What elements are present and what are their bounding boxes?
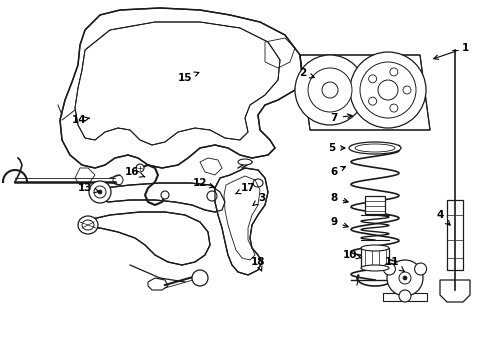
Text: 7: 7 bbox=[330, 113, 352, 123]
Text: 2: 2 bbox=[299, 68, 314, 78]
Text: 16: 16 bbox=[125, 167, 145, 177]
Ellipse shape bbox=[253, 179, 263, 187]
Text: 15: 15 bbox=[178, 72, 199, 83]
Text: 13: 13 bbox=[78, 183, 99, 193]
Circle shape bbox=[378, 80, 398, 100]
Ellipse shape bbox=[238, 159, 252, 165]
Circle shape bbox=[322, 82, 338, 98]
Text: 12: 12 bbox=[193, 178, 214, 188]
Text: 10: 10 bbox=[343, 250, 361, 260]
Polygon shape bbox=[440, 280, 470, 302]
Circle shape bbox=[399, 272, 411, 284]
Bar bbox=[365, 196, 385, 214]
Circle shape bbox=[161, 191, 169, 199]
Circle shape bbox=[383, 263, 395, 275]
Text: 9: 9 bbox=[330, 217, 348, 228]
Circle shape bbox=[136, 164, 144, 172]
Text: 6: 6 bbox=[330, 167, 345, 177]
Ellipse shape bbox=[361, 265, 389, 271]
Circle shape bbox=[390, 104, 398, 112]
Circle shape bbox=[360, 62, 416, 118]
Text: 11: 11 bbox=[385, 257, 404, 271]
Circle shape bbox=[403, 276, 407, 280]
Polygon shape bbox=[60, 8, 302, 168]
Ellipse shape bbox=[349, 142, 401, 154]
Bar bbox=[447, 200, 463, 270]
Circle shape bbox=[350, 52, 426, 128]
Ellipse shape bbox=[361, 245, 389, 251]
Circle shape bbox=[368, 75, 377, 83]
Circle shape bbox=[403, 86, 411, 94]
Bar bbox=[383, 293, 427, 301]
Circle shape bbox=[387, 260, 423, 296]
Circle shape bbox=[89, 181, 111, 203]
Text: 4: 4 bbox=[436, 210, 450, 225]
Text: 3: 3 bbox=[253, 193, 266, 206]
Circle shape bbox=[192, 270, 208, 286]
Circle shape bbox=[368, 97, 377, 105]
Text: 14: 14 bbox=[72, 115, 89, 125]
Ellipse shape bbox=[78, 216, 98, 234]
Text: 5: 5 bbox=[328, 143, 345, 153]
Text: 17: 17 bbox=[235, 183, 255, 194]
Circle shape bbox=[207, 191, 217, 201]
Circle shape bbox=[399, 290, 411, 302]
Bar bbox=[361, 248, 389, 268]
Polygon shape bbox=[82, 212, 210, 265]
Polygon shape bbox=[100, 183, 225, 212]
Polygon shape bbox=[215, 168, 268, 275]
Circle shape bbox=[295, 55, 365, 125]
Text: 8: 8 bbox=[330, 193, 348, 203]
Circle shape bbox=[308, 68, 352, 112]
Circle shape bbox=[415, 263, 427, 275]
Circle shape bbox=[98, 190, 102, 194]
Polygon shape bbox=[75, 22, 280, 145]
Text: 1: 1 bbox=[434, 43, 468, 59]
Polygon shape bbox=[300, 55, 430, 130]
Circle shape bbox=[390, 68, 398, 76]
Text: 18: 18 bbox=[251, 257, 265, 271]
